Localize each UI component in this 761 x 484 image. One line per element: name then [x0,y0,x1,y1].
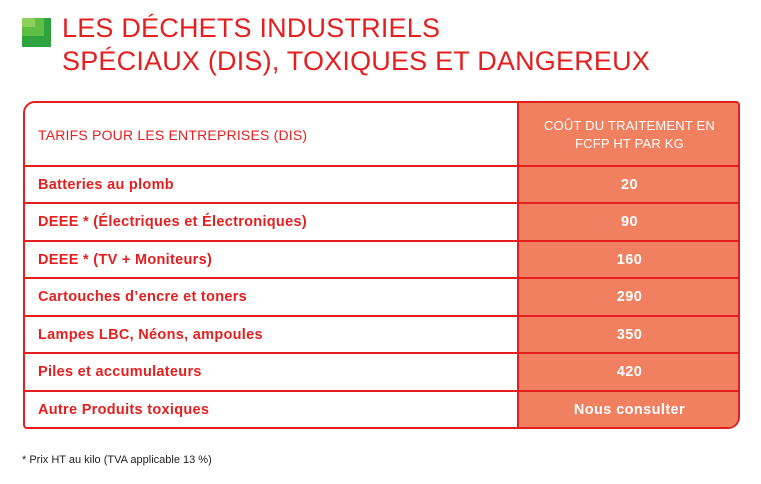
table-row: Autre Produits toxiques Nous consulter [25,391,738,427]
logo-icon [22,18,51,47]
row-divider [25,390,738,392]
table-row: Lampes LBC, Néons, ampoules 350 [25,316,738,353]
row-value: 290 [616,289,643,305]
page-title-line-1: LES DÉCHETS INDUSTRIELS [62,13,441,43]
footnote: * Prix HT au kilo (TVA applicable 13 %) [22,454,212,466]
table-row: DEEE * (Électriques et Électroniques) 90 [25,203,738,241]
row-label: Cartouches d’encre et toners [38,289,248,305]
row-value: Nous consulter [573,402,686,418]
row-label: Lampes LBC, Néons, ampoules [38,326,263,343]
row-value: 90 [621,214,638,230]
row-label: Batteries au plomb [38,176,174,193]
row-divider [25,202,738,204]
row-divider [25,277,738,279]
table-header-row: TARIFS POUR LES ENTREPRISES (DIS) COÛT D… [25,103,738,166]
row-label: DEEE * (TV + Moniteurs) [38,251,213,268]
row-value: 20 [621,176,638,193]
row-divider [25,165,738,167]
row-value: 420 [616,364,643,380]
column-divider [517,103,519,427]
page-title-line-2: SPÉCIAUX (DIS), TOXIQUES ET DANGEREUX [62,46,651,76]
header-value-line-1: COÛT DU TRAITEMENT EN [543,117,716,133]
header-value-line-2: FCFP HT PAR KG [575,135,684,151]
table-row: Piles et accumulateurs 420 [25,353,738,391]
pricing-table: TARIFS POUR LES ENTREPRISES (DIS) COÛT D… [23,101,740,429]
row-divider [25,240,738,242]
table-row: Cartouches d’encre et toners 290 [25,278,738,316]
row-label: Piles et accumulateurs [38,364,202,380]
table-row: DEEE * (TV + Moniteurs) 160 [25,241,738,278]
row-label: DEEE * (Électriques et Électroniques) [38,214,307,230]
row-value: 160 [616,251,643,268]
row-divider [25,352,738,354]
value-column-background [519,103,738,427]
row-value: 350 [616,326,643,343]
header-value: COÛT DU TRAITEMENT EN FCFP HT PAR KG [519,103,738,166]
page-title: LES DÉCHETS INDUSTRIELS SPÉCIAUX (DIS), … [62,12,650,78]
row-divider [25,315,738,317]
table-row: Batteries au plomb 20 [25,166,738,203]
header-label: TARIFS POUR LES ENTREPRISES (DIS) [38,126,308,143]
row-label: Autre Produits toxiques [38,402,210,418]
